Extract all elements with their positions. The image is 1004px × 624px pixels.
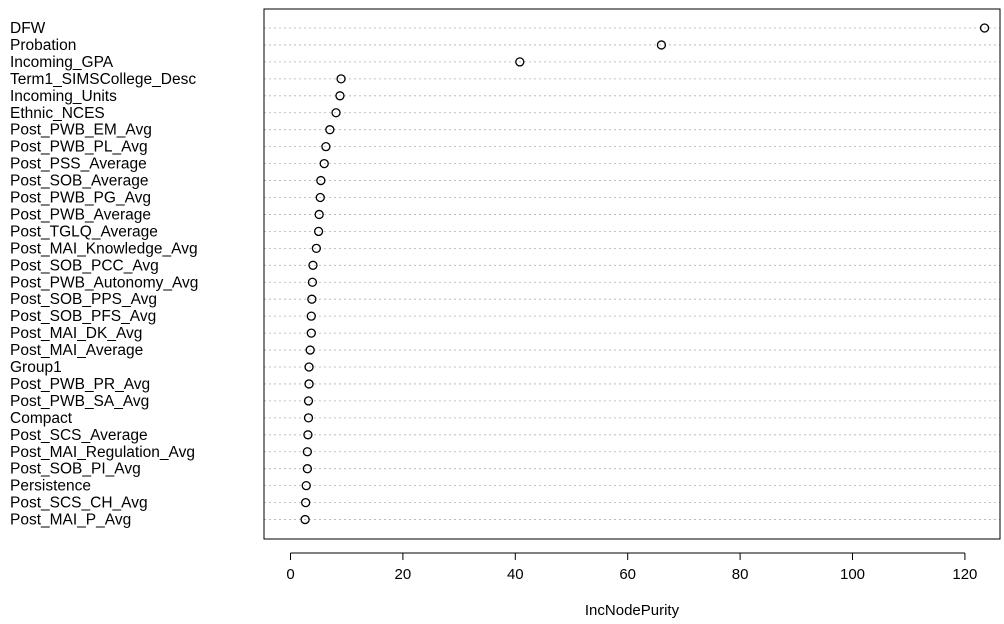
- x-axis-title: IncNodePurity: [585, 602, 680, 619]
- plot-frame: [263, 8, 1001, 540]
- data-point: [300, 514, 310, 525]
- variable-label: Post_MAI_Average: [10, 342, 143, 359]
- x-tick-label: 60: [619, 566, 636, 583]
- variable-label: Post_MAI_P_Avg: [10, 512, 131, 529]
- variable-label: Term1_SIMSCollege_Desc: [10, 71, 196, 88]
- variable-label: Post_MAI_DK_Avg: [10, 325, 142, 342]
- gridlines: [264, 27, 1000, 520]
- data-point: [325, 125, 335, 135]
- variable-label: Post_SOB_Average: [10, 173, 148, 190]
- variable-label: DFW: [10, 20, 46, 37]
- data-point: [331, 108, 341, 118]
- data-point: [304, 362, 314, 372]
- data-point: [302, 447, 313, 457]
- data-point: [311, 243, 322, 254]
- data-point: [316, 175, 326, 186]
- variable-label: Incoming_Units: [10, 88, 117, 105]
- data-points: [300, 23, 990, 525]
- data-point: [303, 413, 314, 423]
- variable-label: Group1: [10, 359, 62, 376]
- variable-label: Post_TGLQ_Average: [10, 223, 158, 240]
- variable-label: Post_SOB_PI_Avg: [10, 461, 141, 478]
- x-tick-label: 0: [286, 566, 294, 583]
- data-point: [307, 294, 317, 304]
- data-point: [515, 57, 525, 67]
- data-point: [319, 158, 329, 169]
- x-tick-label: 20: [395, 566, 412, 583]
- variable-label: Post_PSS_Average: [10, 156, 147, 173]
- variable-label: Probation: [10, 37, 76, 54]
- variable-label: Post_PWB_PL_Avg: [10, 139, 148, 156]
- variable-label: Post_SOB_PCC_Avg: [10, 257, 159, 274]
- data-point: [302, 464, 313, 474]
- x-tick-label: 120: [952, 566, 977, 583]
- variable-label: Post_PWB_Average: [10, 206, 151, 223]
- data-point: [307, 277, 318, 287]
- data-point: [335, 91, 345, 101]
- data-point: [303, 430, 313, 440]
- data-point: [306, 311, 316, 321]
- variable-label: Post_SOB_PFS_Avg: [10, 308, 156, 325]
- x-tick-label: 40: [507, 566, 524, 583]
- data-point: [304, 379, 314, 389]
- x-tick-label: 100: [840, 566, 865, 583]
- variable-label: Incoming_GPA: [10, 54, 114, 71]
- data-point: [979, 23, 990, 33]
- variable-label: Post_PWB_PG_Avg: [10, 190, 151, 207]
- variable-label: Post_SCS_Average: [10, 427, 148, 444]
- data-point: [301, 480, 311, 491]
- variable-label: Persistence: [10, 478, 91, 495]
- variable-label: Post_PWB_PR_Avg: [10, 376, 150, 393]
- data-point: [314, 209, 324, 220]
- data-point: [313, 226, 324, 237]
- variable-label: Post_MAI_Regulation_Avg: [10, 444, 195, 461]
- x-tick-label: 80: [732, 566, 749, 583]
- data-point: [656, 40, 667, 50]
- variable-label: Post_PWB_Autonomy_Avg: [10, 274, 198, 291]
- data-point: [336, 74, 346, 84]
- data-point: [301, 497, 311, 508]
- data-point: [308, 260, 318, 270]
- x-axis: 0 20 40 60 80 100 120: [286, 552, 977, 583]
- data-point: [305, 345, 315, 355]
- variable-label: Post_SOB_PPS_Avg: [10, 291, 157, 308]
- variable-labels: DFWProbationIncoming_GPATerm1_SIMSColleg…: [10, 20, 198, 529]
- variable-label: Post_PWB_EM_Avg: [10, 122, 152, 139]
- variable-label: Post_SCS_CH_Avg: [10, 495, 148, 512]
- variable-label: Ethnic_NCES: [10, 105, 105, 122]
- data-point: [303, 396, 314, 406]
- variable-label: Post_PWB_SA_Avg: [10, 393, 149, 410]
- data-point: [306, 328, 316, 338]
- variable-label: Compact: [10, 410, 73, 427]
- data-point: [321, 141, 331, 152]
- variable-label: Post_MAI_Knowledge_Avg: [10, 240, 198, 257]
- data-point: [315, 192, 325, 203]
